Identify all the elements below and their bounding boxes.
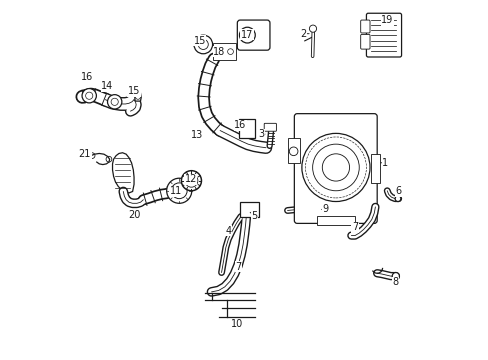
FancyBboxPatch shape [239,119,254,138]
Text: 19: 19 [380,15,392,26]
Circle shape [181,171,201,191]
Text: 6: 6 [395,186,401,197]
Text: 14: 14 [101,81,113,91]
FancyBboxPatch shape [366,13,401,57]
Text: 4: 4 [225,226,231,236]
FancyBboxPatch shape [264,123,276,131]
FancyBboxPatch shape [294,114,376,224]
Text: 16: 16 [234,121,246,130]
Text: 15: 15 [193,36,205,46]
Text: 13: 13 [191,130,203,140]
Text: 20: 20 [127,210,140,220]
Text: 18: 18 [213,46,225,57]
Text: 2: 2 [299,29,305,39]
Text: 8: 8 [391,277,397,287]
Circle shape [309,25,316,32]
FancyBboxPatch shape [360,35,369,49]
Text: 11: 11 [169,186,182,197]
FancyBboxPatch shape [317,216,354,225]
Text: 21: 21 [79,149,91,159]
FancyBboxPatch shape [370,154,379,183]
Text: 9: 9 [322,204,328,215]
Circle shape [107,95,122,109]
Circle shape [391,273,399,280]
FancyBboxPatch shape [287,138,299,163]
Text: 3: 3 [258,129,264,139]
Circle shape [394,196,400,202]
Text: 17: 17 [240,30,253,40]
Text: 7: 7 [351,222,357,232]
Polygon shape [112,153,134,193]
FancyBboxPatch shape [237,20,269,50]
Polygon shape [135,93,141,101]
FancyBboxPatch shape [360,20,369,33]
Circle shape [166,178,191,203]
Circle shape [82,89,96,103]
Text: 12: 12 [184,174,197,184]
FancyBboxPatch shape [212,43,235,60]
Text: 16: 16 [81,72,93,82]
FancyBboxPatch shape [240,202,258,217]
Text: 5: 5 [250,211,257,221]
Text: 15: 15 [127,86,140,96]
Text: 7: 7 [235,262,241,272]
Text: 1: 1 [382,158,387,168]
Circle shape [194,35,212,54]
Text: 10: 10 [230,319,242,329]
